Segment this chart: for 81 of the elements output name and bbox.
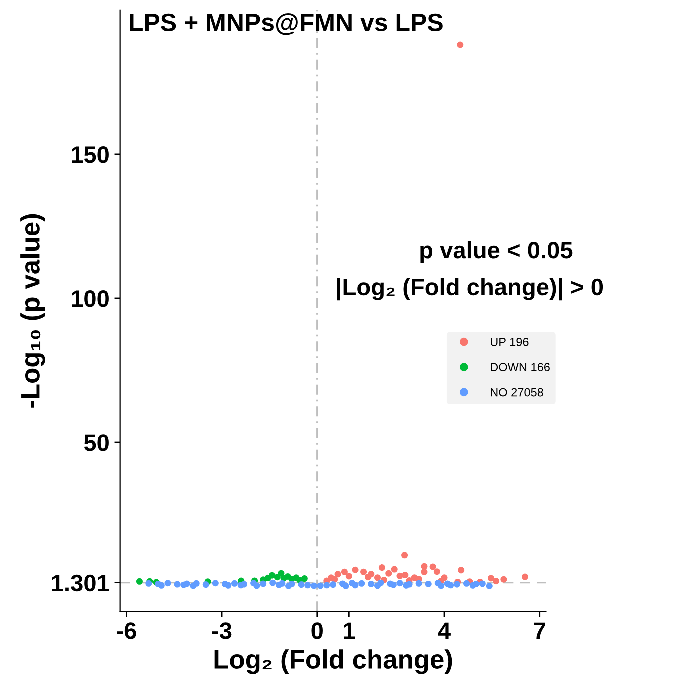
point — [276, 582, 282, 588]
point — [470, 582, 476, 589]
point — [434, 568, 440, 576]
chart-title: LPS + MNPs@FMN vs LPS — [130, 14, 443, 36]
point — [448, 582, 454, 589]
annotation: p value < 0.05 — [420, 241, 573, 264]
point — [310, 582, 318, 590]
point — [360, 568, 368, 576]
y-tick-label: 50 — [84, 434, 109, 452]
point — [454, 581, 460, 588]
point — [403, 582, 410, 589]
point — [225, 582, 232, 589]
point — [378, 564, 386, 572]
point — [158, 582, 165, 589]
point — [238, 582, 244, 589]
point — [421, 563, 428, 570]
point — [358, 580, 366, 587]
point — [486, 582, 493, 590]
point — [493, 578, 500, 585]
point — [346, 573, 352, 580]
point — [500, 576, 508, 583]
x-tick-label: -3 — [212, 622, 232, 640]
point — [164, 580, 172, 587]
legend-label: NO 27058 — [491, 388, 544, 397]
y-tick-label: 100 — [72, 290, 109, 308]
point — [286, 582, 292, 590]
point — [421, 568, 428, 576]
point — [334, 571, 342, 578]
y-axis-title: -Log₁₀ (p value) — [20, 214, 46, 408]
point — [368, 580, 375, 588]
point — [317, 582, 324, 590]
point — [438, 582, 445, 590]
point — [488, 575, 494, 582]
point — [458, 567, 465, 574]
point — [180, 582, 188, 588]
point — [190, 582, 197, 590]
point — [364, 574, 372, 581]
x-tick-label: 4 — [438, 622, 451, 640]
x-tick-label: 0 — [312, 622, 323, 640]
y-tick-label: 150 — [72, 146, 109, 164]
point — [324, 582, 330, 589]
point — [391, 566, 398, 573]
point — [174, 581, 181, 588]
point — [274, 574, 281, 581]
point — [260, 580, 267, 588]
point — [270, 580, 276, 586]
point — [402, 552, 408, 559]
point — [254, 582, 260, 590]
point — [416, 580, 422, 587]
y-tick-label: 1.301 — [52, 574, 110, 592]
point — [352, 566, 359, 574]
point — [396, 580, 404, 587]
legend-label: UP 196 — [491, 338, 529, 346]
point — [136, 578, 143, 585]
point — [374, 582, 382, 590]
point — [342, 582, 350, 590]
point — [374, 574, 382, 582]
point — [298, 582, 305, 588]
point — [425, 580, 432, 588]
point — [330, 582, 337, 588]
point — [390, 582, 397, 588]
point — [231, 580, 238, 587]
point — [522, 574, 528, 580]
point — [352, 582, 359, 589]
point — [463, 580, 470, 587]
point — [202, 582, 210, 588]
point — [430, 564, 436, 570]
point — [341, 568, 348, 576]
point — [402, 572, 409, 579]
x-tick-label: 1 — [344, 622, 356, 640]
x-axis-title: Log₂ (Fold change) — [214, 650, 452, 674]
point — [386, 570, 392, 577]
legend-label: DOWN 166 — [491, 363, 550, 372]
x-tick-label: -6 — [117, 622, 136, 640]
point — [332, 576, 338, 583]
point — [304, 582, 312, 589]
x-tick-label: 7 — [534, 622, 546, 640]
point — [457, 42, 464, 48]
point — [212, 580, 219, 587]
annotation: |Log₂ (Fold change)| > 0 — [337, 278, 604, 301]
point — [396, 572, 404, 580]
